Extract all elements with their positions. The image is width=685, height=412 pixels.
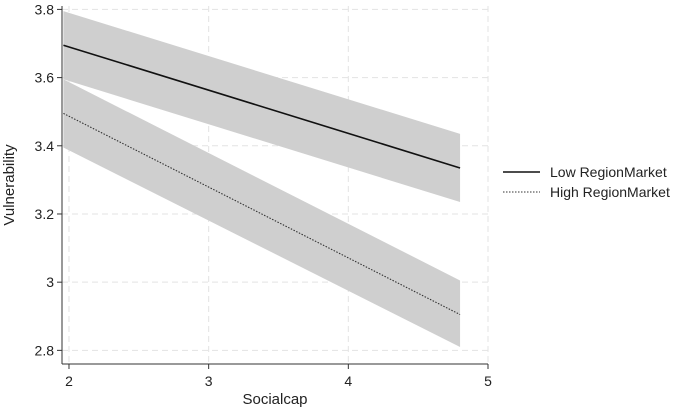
y-tick-label-3: 3 [46, 274, 54, 290]
legend-label-high-regionmarket: High RegionMarket [550, 184, 670, 200]
y-tick-label-3.2: 3.2 [35, 206, 55, 222]
axes [61, 6, 488, 365]
y-tick-label-2.8: 2.8 [35, 342, 55, 358]
confidence-bands [63, 11, 461, 347]
series-lines [63, 44, 461, 316]
legend-label-low-regionmarket: Low RegionMarket [550, 164, 667, 180]
ci-band-high-regionmarket [63, 79, 461, 347]
y-tick-label-3.6: 3.6 [35, 70, 55, 86]
y-tick-label-3.4: 3.4 [35, 138, 55, 154]
line-low-regionmarket [63, 44, 461, 169]
x-tick-label-5: 5 [484, 373, 492, 389]
x-axis-title: Socialcap [242, 391, 307, 408]
y-axis-title: Vulnerability [1, 144, 18, 226]
x-tick-label-2: 2 [65, 373, 73, 389]
line-high-regionmarket [63, 112, 461, 316]
x-tick-label-4: 4 [344, 373, 352, 389]
x-ticks: 2 3 4 5 [65, 364, 492, 389]
legend: Low RegionMarket High RegionMarket [503, 164, 670, 200]
x-tick-label-3: 3 [205, 373, 213, 389]
y-tick-label-3.8: 3.8 [35, 1, 55, 17]
y-ticks: 2.8 3 3.2 3.4 3.6 3.8 [35, 1, 62, 358]
